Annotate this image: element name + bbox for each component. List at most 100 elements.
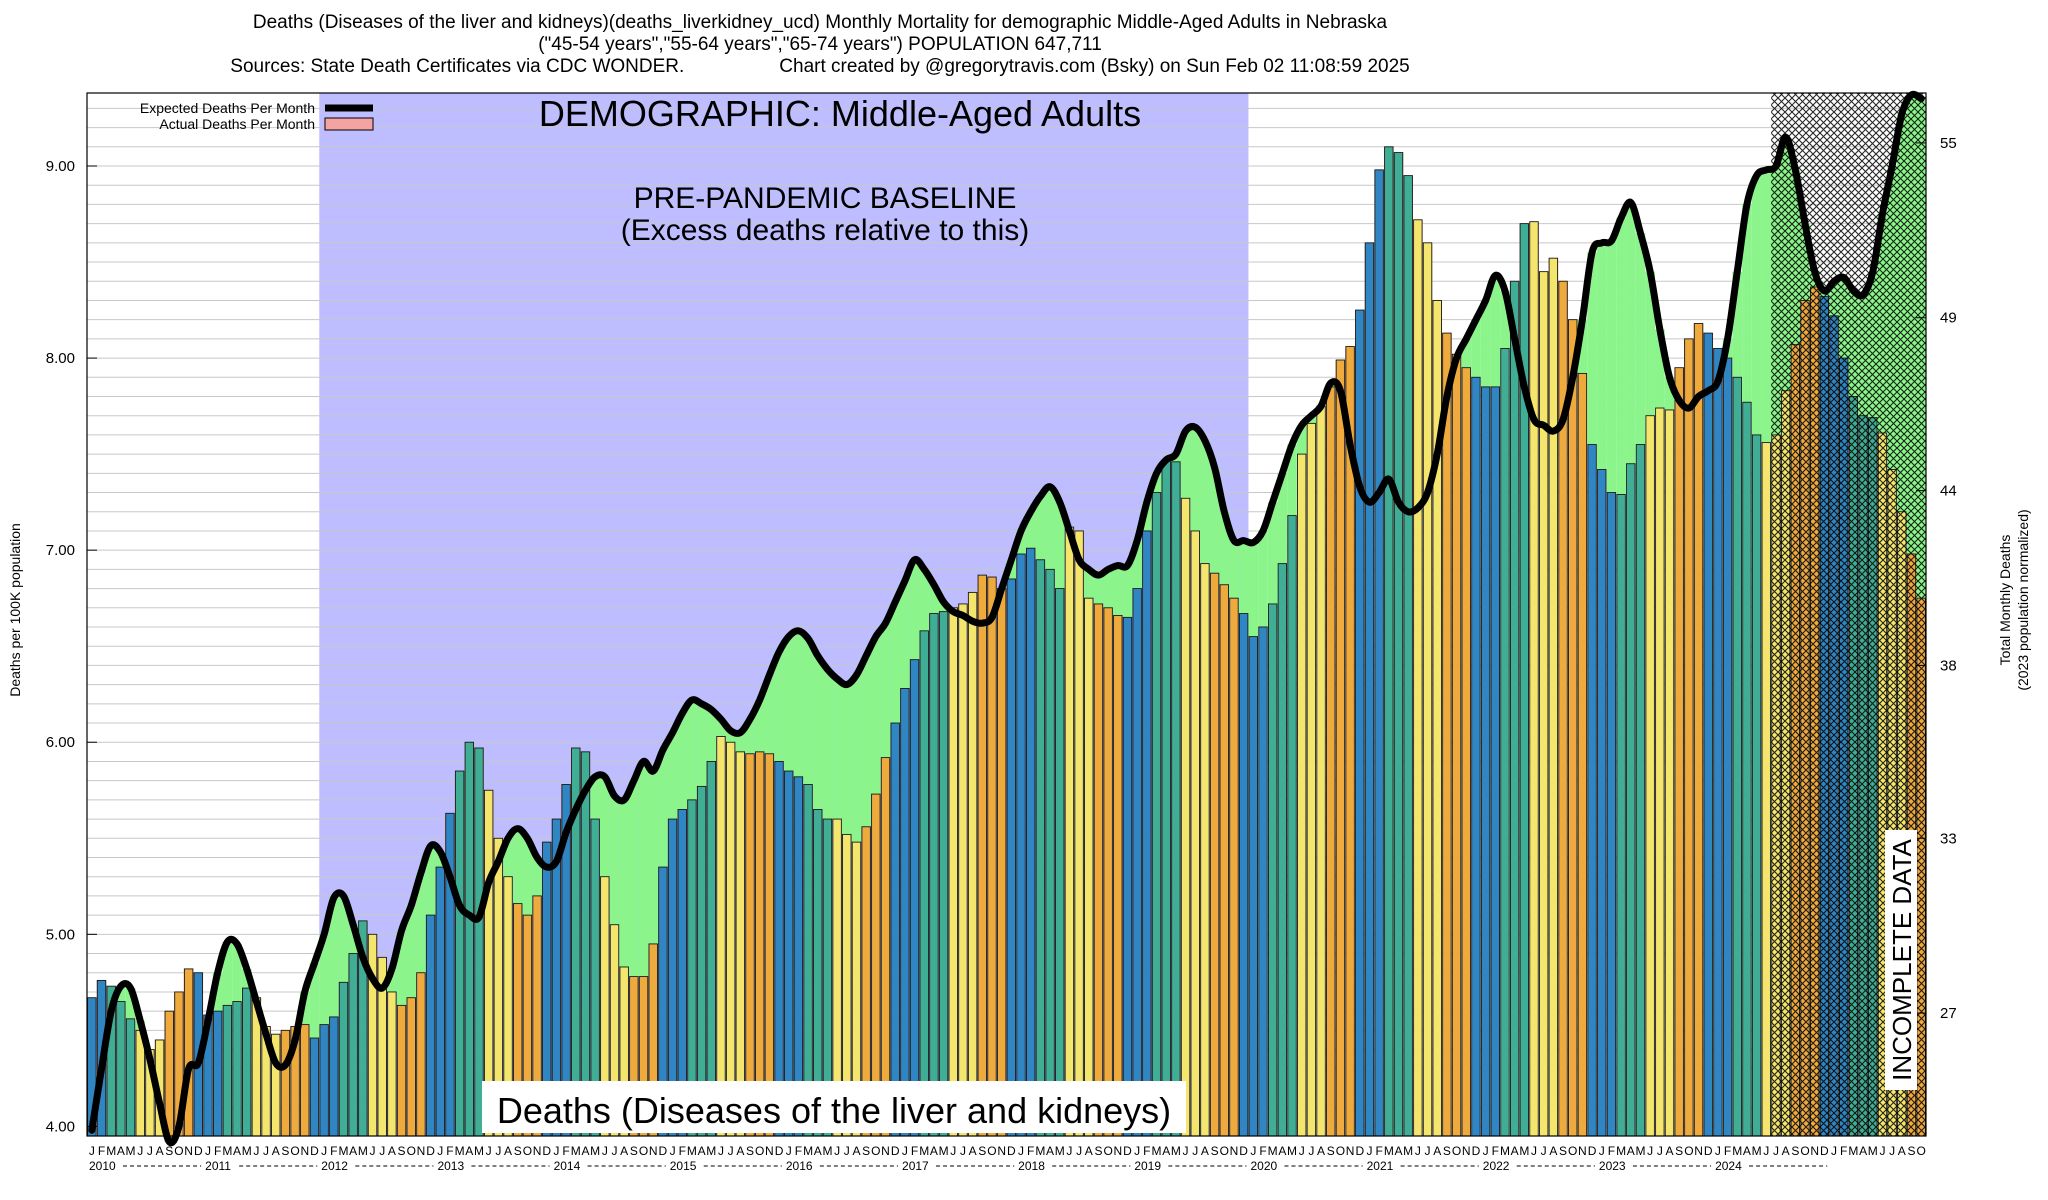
difference-fill [1248, 542, 1259, 637]
actual-bar [880, 757, 891, 1137]
actual-bar [1490, 386, 1500, 1137]
month-label: J [1531, 1144, 1537, 1158]
difference-fill [1045, 486, 1055, 570]
expected-line [88, 90, 1925, 1147]
month-label: J [1647, 1144, 1653, 1158]
actual-bar [1442, 332, 1452, 1137]
actual-bar [1132, 588, 1142, 1137]
sources-line: Sources: State Death Certificates via CD… [0, 56, 1640, 78]
month-label: A [504, 1144, 512, 1158]
month-label: O [1916, 1144, 1925, 1158]
month-label: M [1616, 1144, 1626, 1158]
month-label: A [736, 1144, 744, 1158]
month-label: A [1549, 1144, 1557, 1158]
actual-bar [1461, 367, 1471, 1137]
actual-bar [212, 1010, 223, 1137]
actual-bar [580, 751, 591, 1137]
month-label: M [1403, 1144, 1413, 1158]
difference-fill [232, 943, 242, 1002]
month-label: M [706, 1144, 716, 1158]
actual-bar [1209, 572, 1220, 1137]
actual-bar [464, 741, 475, 1137]
year-label: 2016 [786, 1159, 813, 1173]
month-label: S [398, 1144, 406, 1158]
actual-bar [1142, 530, 1152, 1137]
month-label: F [1724, 1144, 1731, 1158]
month-label: D [1355, 1144, 1364, 1158]
legend: Expected Deaths Per Month Actual Deaths … [140, 100, 374, 132]
difference-fill [861, 655, 871, 827]
year-label: 2013 [437, 1159, 464, 1173]
month-label: J [1192, 1144, 1198, 1158]
year-label: 2023 [1599, 1159, 1626, 1173]
difference-fill [841, 684, 852, 835]
actual-bar [1364, 242, 1375, 1137]
difference-fill [648, 771, 659, 944]
year-label: 2012 [321, 1159, 348, 1173]
month-label: J [253, 1144, 259, 1158]
month-label: J [495, 1144, 501, 1158]
month-label: S [1559, 1144, 1567, 1158]
month-label: D [1239, 1144, 1248, 1158]
month-label: S [281, 1144, 289, 1158]
month-label: M [687, 1144, 697, 1158]
month-label: J [147, 1144, 153, 1158]
actual-bar [1267, 603, 1278, 1137]
actual-bar [1151, 492, 1162, 1137]
year-label: 2019 [1134, 1159, 1161, 1173]
actual-bar [1742, 401, 1752, 1137]
month-label: D [310, 1144, 319, 1158]
plot-frame [86, 92, 1927, 1137]
month-label: F [1143, 1144, 1150, 1158]
month-label: N [417, 1144, 426, 1158]
actual-bar [367, 933, 378, 1137]
month-label: J [1541, 1144, 1547, 1158]
month-label: J [1715, 1144, 1721, 1158]
actual-bar [716, 736, 726, 1137]
difference-fill [1229, 540, 1239, 599]
chart-subtitle: ("45-54 years","55-64 years","65-74 year… [538, 34, 1102, 55]
difference-fill [619, 799, 630, 967]
legend-actual-label: Actual Deaths Per Month [159, 116, 315, 132]
month-label: A [1433, 1144, 1441, 1158]
difference-fill [1635, 233, 1646, 445]
month-label: A [1162, 1144, 1170, 1158]
month-label: O [1800, 1144, 1809, 1158]
difference-fill [667, 732, 678, 820]
difference-fill [1596, 242, 1607, 470]
difference-fill [599, 776, 610, 877]
month-label: M [1500, 1144, 1510, 1158]
actual-bar [1587, 444, 1597, 1137]
year-label: 2011 [205, 1159, 231, 1173]
actual-bar [1200, 563, 1210, 1137]
month-label: D [426, 1144, 435, 1158]
month-label: D [1704, 1144, 1713, 1158]
difference-fill [629, 780, 639, 977]
month-label: O [290, 1144, 299, 1158]
month-label: M [1152, 1144, 1162, 1158]
month-label: S [1791, 1144, 1799, 1158]
actual-bar [1180, 497, 1191, 1137]
month-label: N [1346, 1144, 1355, 1158]
actual-bar [1480, 386, 1491, 1137]
incomplete-label-background [1885, 830, 1917, 1090]
difference-fill [832, 678, 842, 820]
month-label: F [214, 1144, 221, 1158]
actual-bar [425, 914, 436, 1137]
difference-fill [319, 934, 329, 1025]
month-label: A [581, 1144, 589, 1158]
difference-fill [687, 699, 697, 800]
difference-fill [1287, 444, 1297, 516]
month-label: F [1492, 1144, 1499, 1158]
difference-fill [512, 828, 523, 904]
difference-fill [1200, 440, 1210, 564]
month-label: A [698, 1144, 706, 1158]
sources-text: Sources: State Death Certificates via CD… [230, 56, 685, 77]
difference-fill [416, 872, 426, 973]
month-label: J [553, 1144, 559, 1158]
actual-bar [125, 1018, 136, 1137]
month-label: D [891, 1144, 900, 1158]
difference-fill [1267, 502, 1278, 604]
month-label: A [1511, 1144, 1519, 1158]
